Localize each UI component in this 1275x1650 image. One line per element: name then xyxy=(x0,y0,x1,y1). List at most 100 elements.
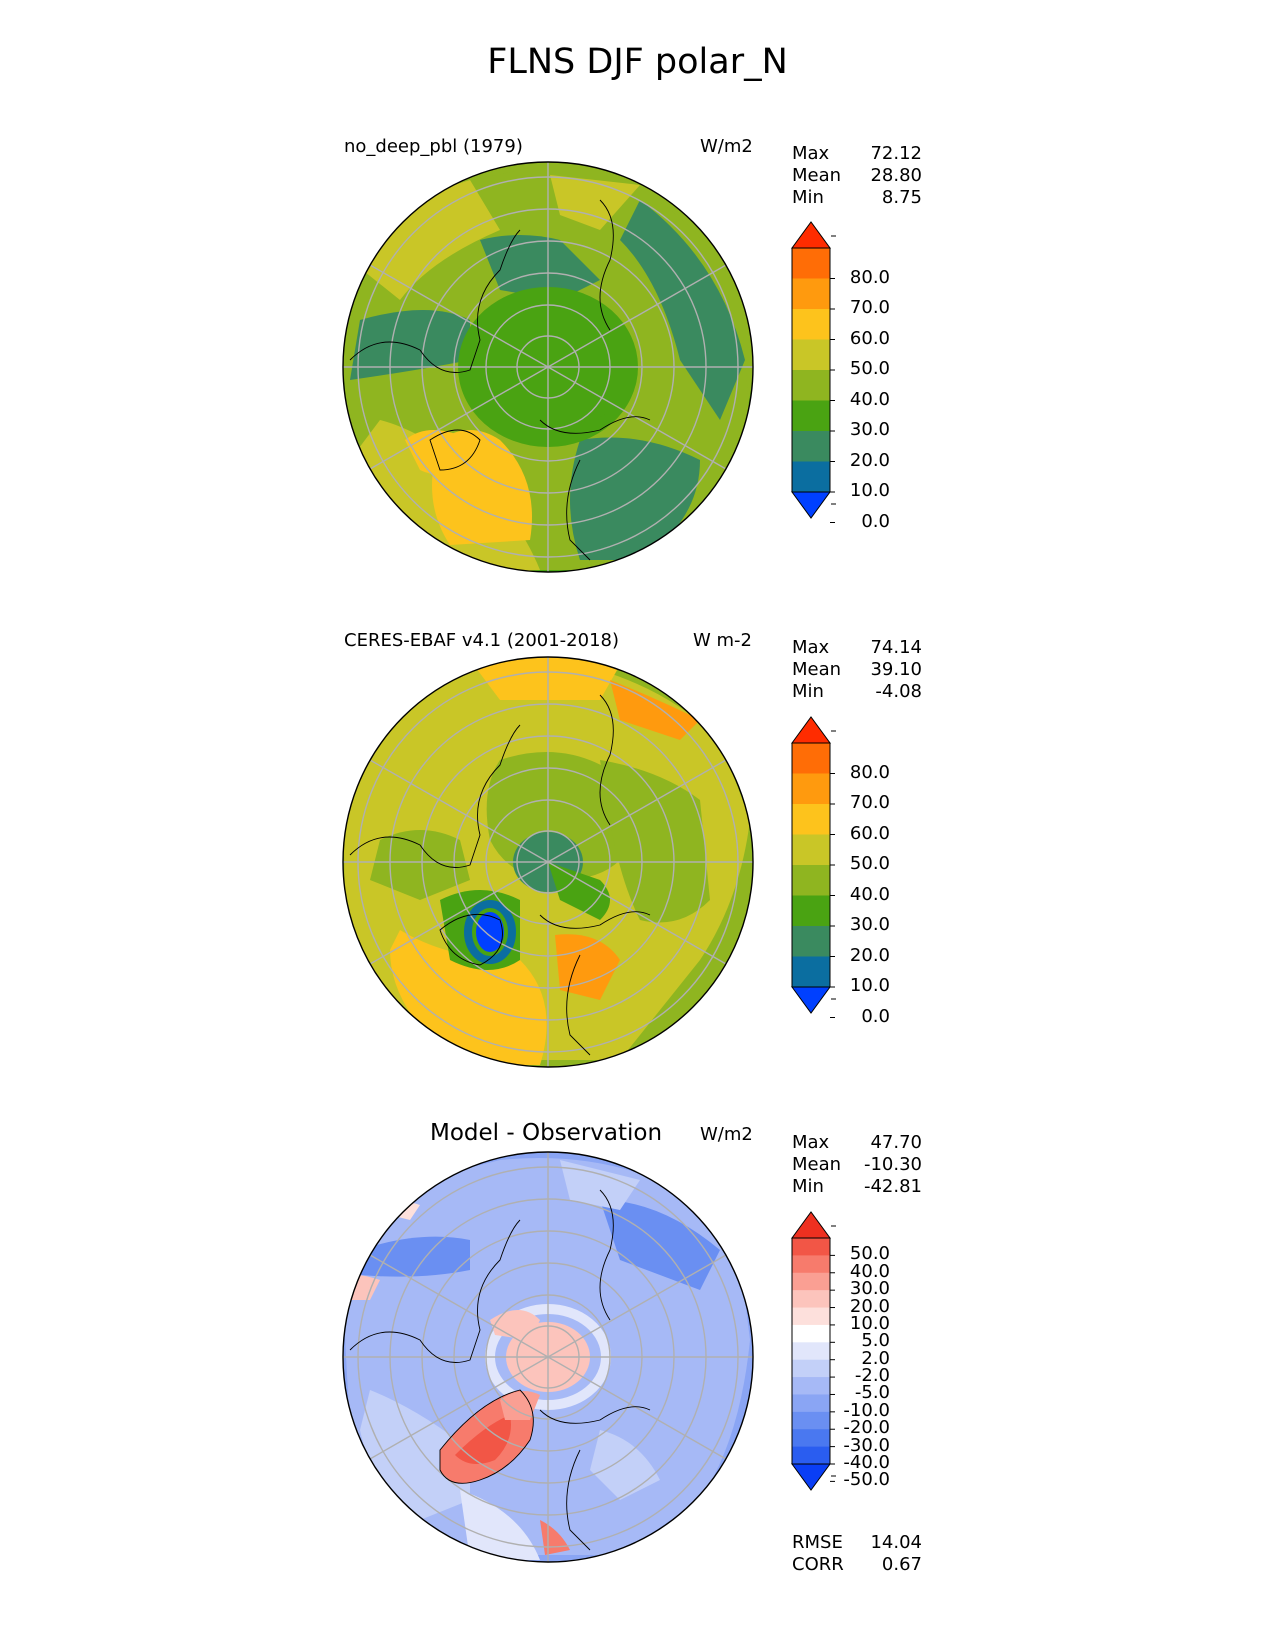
panel3-stat-name: Mean xyxy=(792,1154,842,1175)
panel1-stat-value: 28.80 xyxy=(870,165,922,186)
colorbar-box xyxy=(792,1324,830,1343)
colorbar-box xyxy=(792,1359,830,1378)
colorbar-box xyxy=(792,1342,830,1361)
colorbar-tick-label: 10.0 xyxy=(849,1312,890,1334)
panel2-stat-name: Max xyxy=(792,637,830,658)
colorbar-box xyxy=(792,1377,830,1395)
colorbar-box xyxy=(792,1307,830,1326)
colorbar-box xyxy=(792,278,830,310)
colorbar-tick-label: -40.0 xyxy=(843,1452,890,1473)
colorbar-box xyxy=(792,248,830,279)
panel1-stat-name: Min xyxy=(792,187,824,208)
colorbar-box xyxy=(792,743,830,774)
colorbar-box xyxy=(792,309,830,340)
colorbar-box xyxy=(792,865,830,896)
colorbar-tick-label: 10.0 xyxy=(849,480,890,501)
colorbar-tick-label: -20.0 xyxy=(843,1417,890,1439)
panel3-stat-name: Min xyxy=(792,1176,824,1197)
colorbar-box xyxy=(792,773,830,805)
panel2-case-label: CERES-EBAF v4.1 (2001-2018) xyxy=(344,630,620,651)
colorbar-box xyxy=(792,926,830,957)
panel1-stat-value: 8.75 xyxy=(881,187,922,208)
colorbar-tick-label: 50.0 xyxy=(849,853,890,874)
colorbar-tick-label: 30.0 xyxy=(849,419,890,440)
colorbar-box xyxy=(792,1394,830,1413)
colorbar-extend-max xyxy=(791,1211,831,1239)
colorbar-tick-label: 30.0 xyxy=(849,914,890,935)
colorbar-tick-label: -2.0 xyxy=(854,1365,890,1387)
colorbar-box xyxy=(792,461,830,493)
panel2-stat-name: Mean xyxy=(792,659,842,680)
colorbar-box xyxy=(792,370,830,401)
panel3-rmse-corr: RMSE 14.04 CORR 0.67 xyxy=(792,1532,922,1576)
colorbar-tick-label: 80.0 xyxy=(849,761,890,783)
panel3-stats: Max 47.70 Mean -10.30 Min -42.81 xyxy=(792,1132,922,1198)
colorbar-tick-label: -10.0 xyxy=(843,1399,890,1421)
panel1-stats: Max 72.12 Mean 28.80 Min 8.75 xyxy=(792,143,922,209)
panel3-stat-value: -42.81 xyxy=(863,1176,922,1197)
colorbar-box xyxy=(792,1290,830,1309)
colorbar-box xyxy=(792,431,830,462)
panel3-units: W/m2 xyxy=(700,1124,753,1145)
panel1-case-label: no_deep_pbl (1979) xyxy=(344,136,523,157)
colorbar-tick-label: 20.0 xyxy=(849,449,890,471)
colorbar-box xyxy=(792,1238,830,1256)
colorbar-box xyxy=(792,895,830,927)
panel2-stat-value: 74.14 xyxy=(870,637,922,658)
panel2-stat-name: Min xyxy=(792,681,824,702)
colorbar-box xyxy=(792,1411,830,1430)
rmse-label: RMSE xyxy=(792,1532,843,1553)
panel2-units: W m-2 xyxy=(693,630,753,651)
colorbar-tick-label: 60.0 xyxy=(849,822,890,844)
panel3-stat-name: Max xyxy=(792,1132,830,1153)
colorbar-box xyxy=(792,1429,830,1448)
colorbar-tick-label: -50.0 xyxy=(843,1469,890,1491)
colorbar-tick-label: 80.0 xyxy=(849,266,890,288)
corr-value: 0.67 xyxy=(881,1554,922,1575)
colorbar-tick-label: 30.0 xyxy=(849,1278,890,1300)
colorbar-tick-label: -30.0 xyxy=(843,1434,890,1456)
colorbar-tick-label: 40.0 xyxy=(849,883,890,905)
colorbar-box xyxy=(792,400,830,432)
colorbar-tick-label: 60.0 xyxy=(849,327,890,349)
colorbar-tick-label: 20.0 xyxy=(849,944,890,966)
corr-label: CORR xyxy=(792,1554,844,1575)
colorbar-tick-label: 0.0 xyxy=(861,1005,890,1027)
panel1-stat-name: Mean xyxy=(792,165,842,186)
colorbar-tick-label: 40.0 xyxy=(849,1260,890,1282)
colorbar-tick-label: 0.0 xyxy=(861,510,890,532)
colorbar-tick-label: 70.0 xyxy=(849,297,890,318)
panel1-units: W/m2 xyxy=(700,136,753,157)
colorbar-box xyxy=(792,956,830,988)
panel3-stat-value: 47.70 xyxy=(870,1132,922,1153)
colorbar-tick-label: 5.0 xyxy=(861,1330,890,1352)
panel3-title: Model - Observation xyxy=(430,1120,663,1146)
colorbar-tick-label: 10.0 xyxy=(849,975,890,996)
figure-title: FLNS DJF polar_N xyxy=(487,42,788,82)
colorbar-box xyxy=(792,1255,830,1274)
colorbar-tick-label: 20.0 xyxy=(849,1295,890,1317)
colorbar-box xyxy=(792,834,830,866)
colorbar-extend-min xyxy=(791,1463,831,1491)
colorbar-box xyxy=(792,1446,830,1465)
panel2-stats: Max 74.14 Mean 39.10 Min -4.08 xyxy=(792,637,922,703)
colorbar-tick-label: 50.0 xyxy=(849,1243,890,1265)
colorbar-box xyxy=(792,804,830,835)
panel1-stat-name: Max xyxy=(792,143,830,164)
colorbar-tick-label: 40.0 xyxy=(849,388,890,410)
panel1-stat-value: 72.12 xyxy=(870,143,922,164)
colorbar-tick-label: 50.0 xyxy=(849,358,890,379)
colorbar-tick-label: 2.0 xyxy=(861,1347,890,1369)
panel3-stat-value: -10.30 xyxy=(863,1154,922,1175)
colorbar-box xyxy=(792,1272,830,1291)
panel2-stat-value: -4.08 xyxy=(875,681,922,702)
rmse-value: 14.04 xyxy=(870,1532,922,1553)
panel2-stat-value: 39.10 xyxy=(870,659,922,680)
colorbar-box xyxy=(792,339,830,371)
